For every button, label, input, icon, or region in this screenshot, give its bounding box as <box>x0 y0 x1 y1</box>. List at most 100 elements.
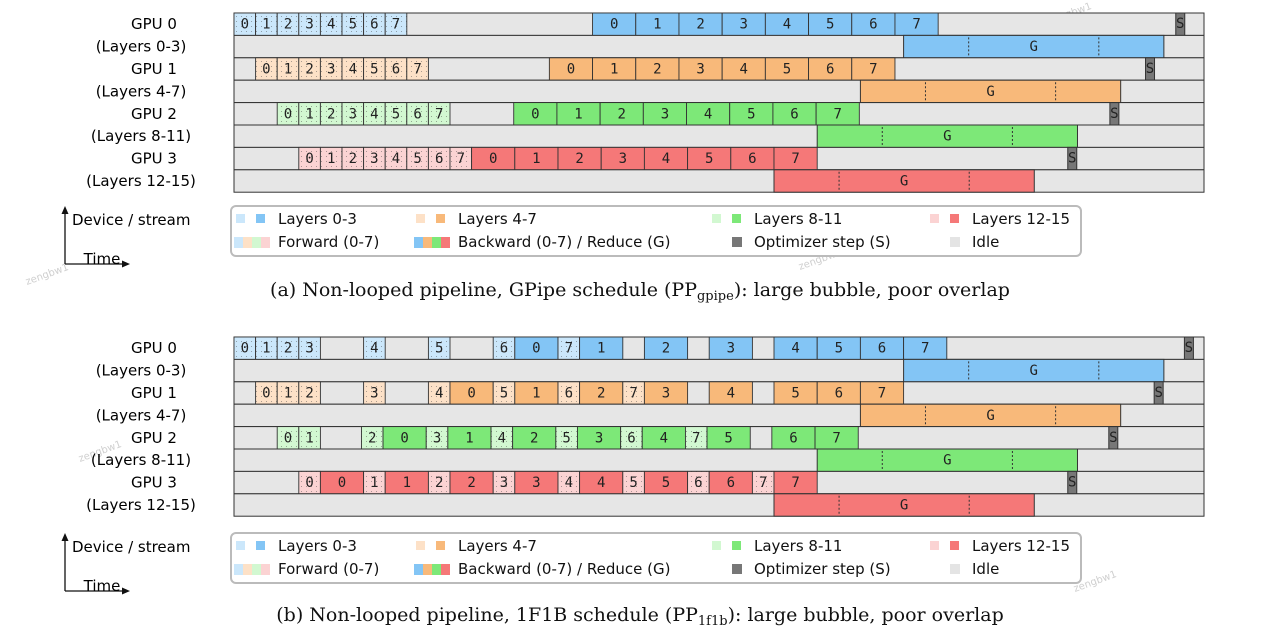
reduce-row: G <box>233 358 1205 383</box>
backward-cell-label: 4 <box>660 430 668 446</box>
backward-cell-label: 7 <box>869 62 877 78</box>
legend-swatch-gpu1 <box>416 214 445 223</box>
backward-cell-label: 3 <box>619 151 627 167</box>
backward-cell-label: 3 <box>696 62 704 78</box>
backward-cell-label: 3 <box>595 430 603 446</box>
forward-cell-label: 4 <box>370 106 378 122</box>
reduce-label: G <box>943 453 951 469</box>
backward-cell-label: 2 <box>530 430 538 446</box>
backward-cell-label: 2 <box>662 341 670 357</box>
forward-cell-label: 5 <box>562 430 570 446</box>
device-axis-label: Device / stream <box>72 538 190 556</box>
forward-cell-label: 2 <box>368 430 376 446</box>
reduce-label: G <box>900 174 908 190</box>
legend-fwd-swatch <box>930 214 939 223</box>
legend-label: Backward (0-7) / Reduce (G) <box>458 560 670 578</box>
forward-cell-label: 0 <box>241 341 249 357</box>
gpu-label: GPU 3 <box>131 150 177 168</box>
gpu-label: GPU 2 <box>131 105 177 123</box>
reduce-label: G <box>986 84 994 100</box>
forward-cell-label: 2 <box>284 341 292 357</box>
forward-cell-label: 6 <box>627 430 635 446</box>
forward-cell-label: 1 <box>305 430 313 446</box>
legend-multi-swatch <box>423 564 432 575</box>
legend-label: Layers 8-11 <box>754 537 842 555</box>
legend-multi-swatch <box>252 237 261 248</box>
backward-cell-label: 2 <box>618 106 626 122</box>
layers-label: (Layers 4-7) <box>96 82 187 100</box>
backward-cell-label: 6 <box>878 341 886 357</box>
backward-cell-label: 0 <box>489 151 497 167</box>
layers-label: (Layers 8-11) <box>91 127 191 145</box>
reduce-label: G <box>943 129 951 145</box>
legend-label: Backward (0-7) / Reduce (G) <box>458 233 670 251</box>
layers-label: (Layers 12-15) <box>86 496 196 514</box>
device-axis-arrowhead <box>61 206 69 214</box>
backward-cell-label: 4 <box>727 386 735 402</box>
caption: (b) Non-looped pipeline, 1F1B schedule (… <box>276 604 1003 629</box>
forward-cell-label: 0 <box>262 62 270 78</box>
backward-cell-label: 0 <box>532 341 540 357</box>
reduce-label: G <box>1030 363 1038 379</box>
reduce-label: G <box>1030 39 1038 55</box>
forward-cell-label: 7 <box>692 430 700 446</box>
backward-cell-label: 4 <box>662 151 670 167</box>
legend-bwd-swatch <box>732 541 741 550</box>
reduce-row: G <box>233 124 1205 148</box>
gpu-label: GPU 3 <box>131 474 177 492</box>
layers-label: (Layers 8-11) <box>91 451 191 469</box>
reduce-block <box>773 493 1035 517</box>
legend-idle-swatch <box>950 237 960 247</box>
forward-cell-label: 3 <box>433 430 441 446</box>
legend-swatch-gpu3 <box>930 214 959 223</box>
forward-cell-label: 7 <box>457 151 465 167</box>
forward-cell-label: 2 <box>349 151 357 167</box>
forward-cell-label: 1 <box>327 151 335 167</box>
forward-cell-label: 5 <box>392 106 400 122</box>
backward-cell-label: 6 <box>789 430 797 446</box>
forward-cell-label: 6 <box>500 341 508 357</box>
legend-swatch-gpu0 <box>236 541 265 550</box>
legend-label: Forward (0-7) <box>278 560 379 578</box>
backward-cell-label: 7 <box>832 430 840 446</box>
forward-cell-label: 4 <box>327 17 335 33</box>
backward-cell-label: 4 <box>740 62 748 78</box>
legend-multi-swatch <box>441 564 450 575</box>
forward-cell-label: 2 <box>305 62 313 78</box>
forward-cell-label: 4 <box>498 430 506 446</box>
reduce-row: G <box>233 169 1205 193</box>
forward-cell-label: 0 <box>262 386 270 402</box>
legend-label: Forward (0-7) <box>278 233 379 251</box>
forward-cell-label: 0 <box>305 475 313 491</box>
forward-cell-label: 3 <box>305 17 313 33</box>
layers-label: (Layers 0-3) <box>96 38 187 56</box>
backward-cell-label: 2 <box>575 151 583 167</box>
legend-label: Layers 12-15 <box>972 210 1070 228</box>
reduce-row: G <box>233 403 1205 428</box>
legend-bwd-swatch <box>950 214 959 223</box>
backward-cell-label: 1 <box>532 386 540 402</box>
forward-cell-label: 7 <box>565 341 573 357</box>
legend-swatch-gpu3 <box>930 541 959 550</box>
backward-cell-label: 1 <box>610 62 618 78</box>
legend-opt-swatch <box>732 237 742 247</box>
time-axis-label: Time <box>83 250 121 268</box>
reduce-label: G <box>900 498 908 514</box>
backward-cell-label: 1 <box>465 430 473 446</box>
caption-subscript: gpipe <box>697 289 734 304</box>
device-axis-label: Device / stream <box>72 211 190 229</box>
optimizer-step-label: S <box>1110 106 1118 122</box>
legend: Layers 0-3 Layers 4-7 Layers 8-11 Layers 12… <box>230 532 1082 584</box>
forward-cell-label: 3 <box>370 151 378 167</box>
backward-cell-label: 6 <box>727 475 735 491</box>
backward-cell-label: 5 <box>747 106 755 122</box>
legend-swatch-gpu0 <box>236 214 265 223</box>
legend-label: Layers 0-3 <box>278 210 357 228</box>
legend-multi-swatch <box>243 564 252 575</box>
gpu-label: GPU 1 <box>131 60 177 78</box>
